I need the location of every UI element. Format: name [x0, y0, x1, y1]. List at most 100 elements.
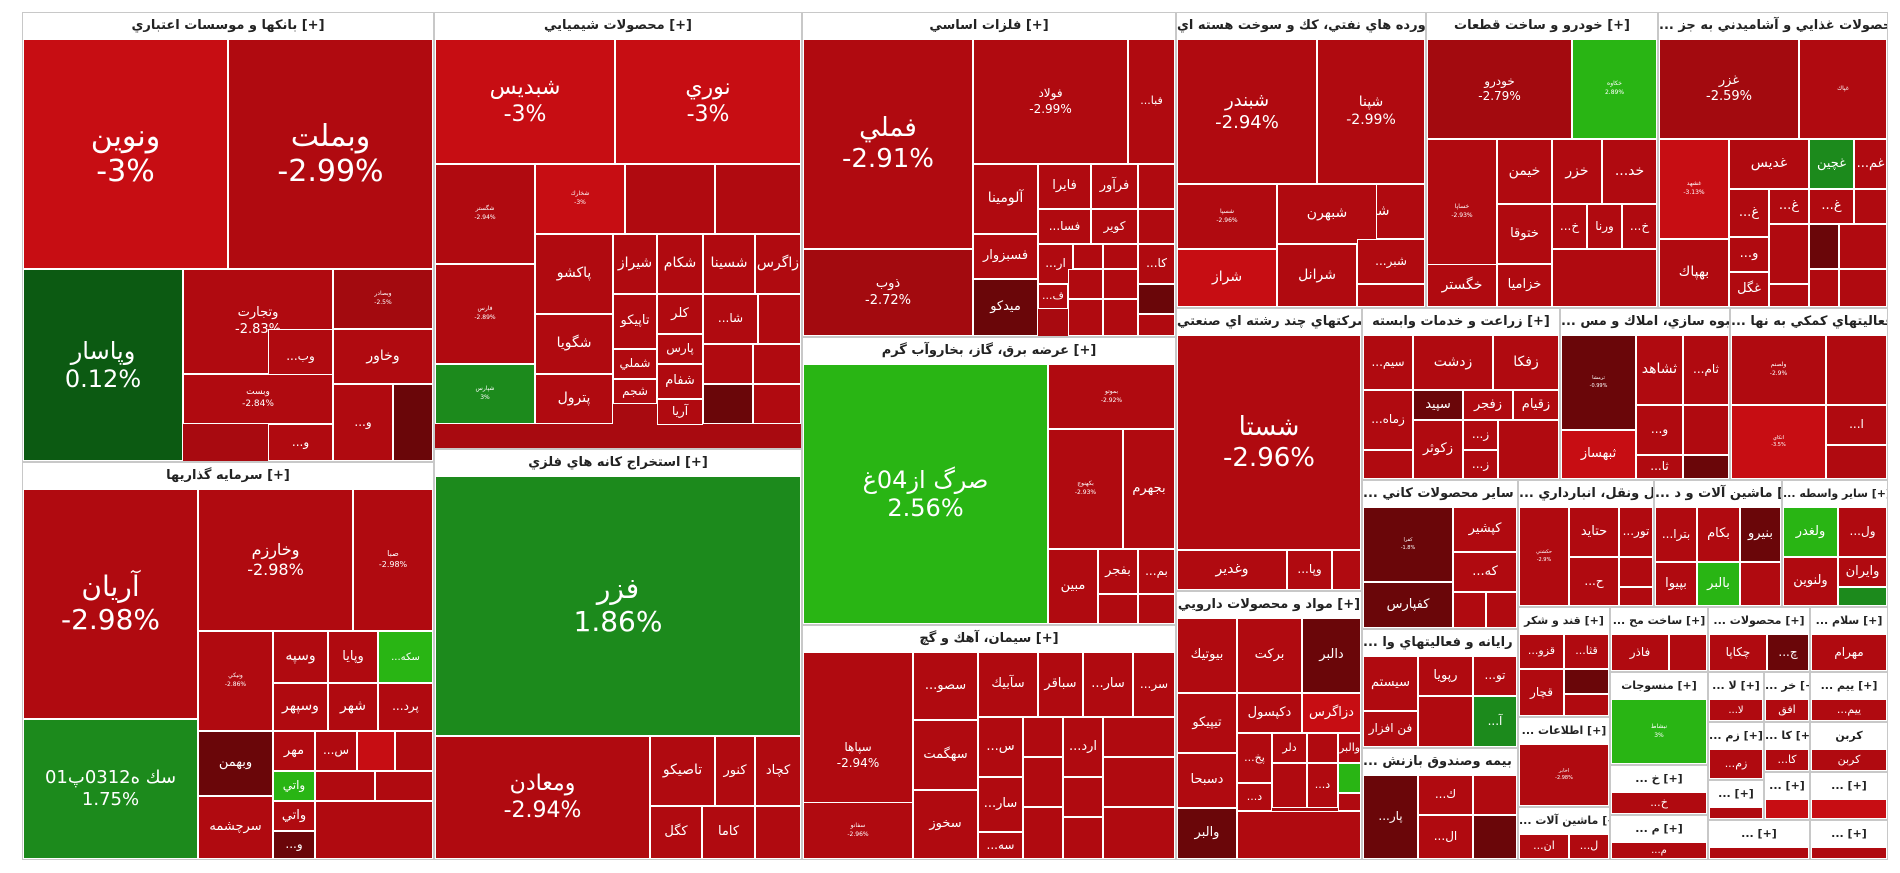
- stock-tile[interactable]: ...و: [1729, 237, 1769, 272]
- small-stock-tile[interactable]: [758, 294, 801, 344]
- stock-tile[interactable]: ...كا: [1138, 244, 1175, 284]
- stock-tile[interactable]: بركت: [1237, 618, 1302, 693]
- stock-tile[interactable]: فملي -2.91%: [803, 39, 973, 249]
- stock-tile[interactable]: زدشت: [1413, 335, 1493, 390]
- stock-tile[interactable]: زفجر: [1463, 390, 1513, 420]
- stock-tile[interactable]: ختوقا: [1497, 204, 1552, 264]
- small-stock-tile[interactable]: [1103, 299, 1138, 336]
- stock-tile[interactable]: ورنا: [1587, 204, 1622, 249]
- stock-tile[interactable]: ونوين -3%: [23, 39, 228, 269]
- small-stock-tile[interactable]: [1453, 592, 1486, 628]
- stock-tile[interactable]: ...پخ: [1237, 733, 1272, 783]
- small-stock-tile[interactable]: [1272, 763, 1307, 808]
- small-stock-tile[interactable]: [1332, 550, 1361, 590]
- stock-tile[interactable]: ...كا: [1765, 749, 1809, 771]
- small-stock-tile[interactable]: [1839, 269, 1887, 307]
- stock-tile[interactable]: ...و: [268, 424, 333, 461]
- small-stock-tile[interactable]: [1103, 757, 1175, 807]
- stock-tile[interactable]: ...غ: [1729, 189, 1769, 237]
- stock-tile[interactable]: ...ز: [1463, 420, 1498, 450]
- small-stock-tile[interactable]: [1138, 209, 1175, 244]
- stock-tile[interactable]: وبست -2.84%: [183, 374, 333, 424]
- stock-tile[interactable]: بجهرم: [1123, 429, 1175, 549]
- stock-tile[interactable]: شيراز: [613, 234, 657, 294]
- stock-tile[interactable]: ...ثا: [1636, 455, 1683, 479]
- stock-tile[interactable]: غگل: [1729, 272, 1769, 307]
- small-stock-tile[interactable]: [1709, 847, 1809, 859]
- small-stock-tile[interactable]: [703, 384, 753, 424]
- small-stock-tile[interactable]: [1363, 450, 1413, 479]
- stock-tile[interactable]: وپاسار 0.12%: [23, 269, 183, 461]
- small-stock-tile[interactable]: [1669, 634, 1707, 671]
- stock-tile[interactable]: ...چ: [1767, 634, 1809, 671]
- sector-title[interactable]: ... ساير محصولات كاني [+]: [1363, 481, 1517, 508]
- small-stock-tile[interactable]: [1023, 717, 1063, 757]
- small-stock-tile[interactable]: [1103, 717, 1175, 757]
- stock-tile[interactable]: سباقر: [1038, 652, 1083, 717]
- stock-tile[interactable]: دسبحا: [1177, 753, 1237, 808]
- stock-tile[interactable]: ...سار: [1083, 652, 1133, 717]
- stock-tile[interactable]: ...ار: [1038, 244, 1073, 284]
- stock-tile[interactable]: فسبزوار: [973, 234, 1038, 279]
- stock-tile[interactable]: شرانل: [1277, 244, 1357, 307]
- stock-tile[interactable]: والبر: [1177, 808, 1237, 859]
- stock-tile[interactable]: شگويا: [535, 314, 613, 374]
- sector-title[interactable]: ... محصولات [+]: [1709, 608, 1809, 635]
- stock-tile[interactable]: وتجارت -2.83%: [183, 269, 333, 374]
- sector-title[interactable]: زراعت و خدمات وابسته [+]: [1363, 309, 1559, 336]
- stock-tile[interactable]: ...ل: [1569, 834, 1609, 859]
- stock-tile[interactable]: اخابر -2.98%: [1519, 744, 1609, 806]
- stock-tile[interactable]: كگل: [650, 806, 702, 859]
- stock-tile[interactable]: ...و: [273, 831, 315, 859]
- stock-tile[interactable]: دكپسول: [1237, 693, 1302, 733]
- stock-tile[interactable]: ...س: [315, 731, 357, 771]
- stock-tile[interactable]: بپيوا: [1655, 562, 1697, 606]
- stock-tile[interactable]: بموتو -2.92%: [1048, 364, 1175, 429]
- stock-tile[interactable]: ...زم: [1709, 749, 1763, 779]
- small-stock-tile[interactable]: [1023, 757, 1063, 807]
- stock-tile[interactable]: ...خ: [1611, 792, 1707, 814]
- stock-tile[interactable]: كربن: [1811, 749, 1887, 771]
- small-stock-tile[interactable]: [715, 164, 801, 234]
- sector-title[interactable]: ... زم [+]: [1709, 723, 1763, 750]
- small-stock-tile[interactable]: [1769, 224, 1809, 284]
- stock-tile[interactable]: تاپيكو: [613, 294, 657, 349]
- stock-tile[interactable]: ...د: [1237, 783, 1272, 811]
- stock-tile[interactable]: مهر: [273, 731, 315, 771]
- sector-title[interactable]: ... انبوه سازي، املاك و مس [+]: [1561, 309, 1729, 336]
- stock-tile[interactable]: آلومينا: [973, 164, 1038, 234]
- small-stock-tile[interactable]: [1552, 249, 1657, 307]
- stock-tile[interactable]: ...زماه: [1363, 390, 1413, 450]
- small-stock-tile[interactable]: [753, 384, 801, 424]
- stock-tile[interactable]: والبر: [1338, 733, 1361, 763]
- small-stock-tile[interactable]: [1838, 587, 1887, 606]
- small-stock-tile[interactable]: [1564, 669, 1609, 694]
- sector-title[interactable]: ... حمل ونقل، انبارداري [+]: [1519, 481, 1653, 508]
- small-stock-tile[interactable]: [1769, 284, 1809, 307]
- stock-tile[interactable]: دالبر: [1302, 618, 1361, 693]
- stock-tile[interactable]: ميدكو: [973, 279, 1038, 336]
- stock-tile[interactable]: خگستر: [1427, 264, 1497, 307]
- stock-tile[interactable]: شبهرن: [1277, 184, 1377, 244]
- sector-title[interactable]: استخراج كانه هاي فلزي [+]: [435, 450, 801, 477]
- stock-tile[interactable]: بكام: [1697, 507, 1740, 562]
- small-stock-tile[interactable]: [1237, 811, 1361, 859]
- stock-tile[interactable]: سآبيك: [978, 652, 1038, 717]
- stock-tile[interactable]: پاكشو: [535, 234, 613, 314]
- sector-title[interactable]: ... ساير واسطه [+]: [1783, 481, 1887, 508]
- stock-tile[interactable]: حتايد: [1569, 507, 1619, 557]
- small-stock-tile[interactable]: [1619, 557, 1653, 587]
- stock-tile[interactable]: قچار: [1519, 669, 1564, 716]
- small-stock-tile[interactable]: [755, 806, 801, 859]
- stock-tile[interactable]: زفكا: [1493, 335, 1559, 390]
- stock-tile[interactable]: بالبر: [1697, 562, 1740, 606]
- small-stock-tile[interactable]: [1068, 299, 1103, 336]
- stock-tile[interactable]: ومعادن -2.94%: [435, 736, 650, 859]
- stock-tile[interactable]: ...لا: [1709, 699, 1763, 721]
- stock-tile[interactable]: ...سيم: [1363, 335, 1413, 390]
- stock-tile[interactable]: رپويا: [1418, 656, 1473, 696]
- stock-tile[interactable]: كپشير: [1453, 507, 1517, 552]
- stock-tile[interactable]: ...فسا: [1038, 209, 1091, 244]
- sector-title[interactable]: ... بيمه وصندوق بازنش [+]: [1363, 749, 1517, 776]
- stock-tile[interactable]: سخوز: [913, 790, 978, 859]
